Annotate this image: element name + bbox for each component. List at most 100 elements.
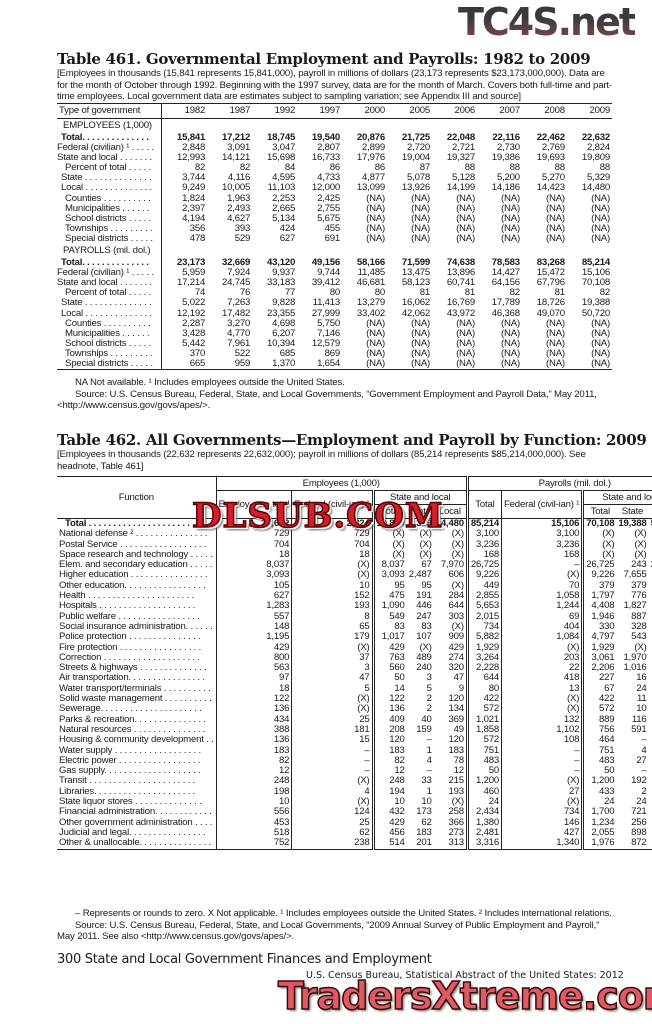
- table-cell: 18,745: [266, 132, 296, 143]
- table-cell: (X): [291, 796, 375, 808]
- table-cell: 9,249: [182, 182, 206, 194]
- table-cell: 3,093: [381, 569, 405, 581]
- column-header-2005: 2005: [387, 103, 433, 119]
- table-cell: 3,270: [227, 317, 251, 329]
- table-row: State liquor stores . . . . . . . . . . …: [57, 796, 652, 808]
- table-cell: (X): [649, 797, 652, 807]
- row-label: Streets & highways . . . . . . . . . . .…: [57, 662, 217, 674]
- table-cell: 5,329: [586, 172, 610, 184]
- table-cell: 165: [649, 725, 652, 735]
- table-cell: 19,693: [536, 152, 565, 164]
- table-cell: (X): [501, 704, 585, 715]
- table-cell: 2,824: [291, 518, 375, 530]
- table-cell: (NA): [501, 222, 520, 234]
- table-cell: 26,482: [649, 559, 652, 570]
- table-cell: 43: [649, 684, 652, 694]
- table-cell: 776: [631, 590, 647, 602]
- table-cell: 87: [419, 162, 431, 174]
- table-cell: 379: [631, 579, 647, 591]
- table-cell: 183: [416, 826, 432, 838]
- table-cell: 179: [291, 631, 375, 643]
- table-cell: –: [291, 745, 375, 756]
- table-cell: 81: [419, 287, 431, 299]
- table-cell: 67,796: [536, 277, 565, 289]
- table-cell: 800: [216, 652, 293, 664]
- table-cell: 120: [389, 734, 405, 746]
- table-cell: 5: [291, 683, 375, 695]
- column-header-2007: 2007: [476, 103, 522, 119]
- publication-credit: U.S. Census Bureau, Statistical Abstract…: [306, 970, 624, 981]
- table-cell: 734: [501, 807, 585, 818]
- table-cell: 12,000: [311, 182, 341, 194]
- table-cell: 763: [389, 651, 405, 663]
- section-header-row: EMPLOYEES (1,000): [57, 118, 612, 134]
- table-cell: 2,755: [317, 202, 341, 214]
- table-cell: (NA): [546, 347, 565, 359]
- empty-cell: [207, 119, 252, 134]
- table-cell: 4,194: [182, 212, 206, 224]
- table-row: Percent of total . . . . . 74 76 77 80 80 81 81…: [57, 287, 612, 299]
- table-row: Local . . . . . . . . . . . . . . 12,192 1…: [57, 308, 612, 319]
- row-label: Natural resources . . . . . . . . . . . …: [57, 724, 217, 736]
- table-cell: 132: [501, 714, 585, 725]
- row-label: Townships . . . . . . . . .: [57, 223, 162, 234]
- table-cell: (X): [419, 641, 432, 653]
- table-cell: 71,599: [401, 257, 431, 269]
- table-cell: 404: [501, 621, 585, 633]
- table-row: State . . . . . . . . . . . . . . 5,022 7,…: [57, 297, 612, 309]
- table-cell: 13,896: [446, 267, 475, 279]
- empty-cell: [162, 119, 208, 134]
- table-row: Libraries. . . . . . . . . . . . . . . .…: [57, 786, 652, 798]
- table-cell: 273: [433, 827, 469, 839]
- table-cell: (NA): [591, 222, 610, 234]
- table-cell: (NA): [501, 357, 520, 369]
- empty-cell: [567, 119, 612, 134]
- table-cell: 13,926: [401, 182, 431, 194]
- table-cell: 7,263: [227, 297, 251, 309]
- table-cell: 14: [394, 682, 405, 694]
- table-cell: 2,206: [591, 662, 615, 674]
- table-cell: 1,200: [467, 776, 503, 787]
- table-cell: 429: [216, 642, 293, 653]
- row-label: Space research and technology . . . . .: [57, 549, 217, 561]
- table-cell: 1,283: [216, 601, 293, 612]
- table-cell: 429: [389, 641, 405, 653]
- table-cell: 26,725: [467, 559, 503, 571]
- row-label: Social insurance administration. . . . .…: [57, 621, 217, 633]
- table-cell: 644: [467, 673, 503, 684]
- table-cell: 4,595: [272, 172, 296, 184]
- table-cell: 24: [636, 796, 647, 808]
- table-cell: 456: [389, 826, 405, 838]
- table-row: Sewerage. . . . . . . . . . . . . . . . …: [57, 703, 652, 715]
- table-cell: 148: [216, 621, 293, 633]
- table-cell: 4,770: [227, 327, 251, 339]
- table-cell: (NA): [546, 317, 565, 329]
- table-cell: 478: [189, 232, 206, 244]
- row-label: State liquor stores . . . . . . . . . . …: [57, 796, 217, 808]
- table-cell: 2,253: [272, 192, 296, 204]
- table-cell: 4,116: [227, 172, 251, 184]
- table-cell: 17,212: [221, 132, 251, 143]
- table-cell: 83: [394, 620, 405, 632]
- table-cell: 556: [216, 807, 293, 818]
- table-cell: 432: [389, 806, 405, 818]
- table-cell: (NA): [411, 317, 431, 329]
- table-cell: 3,091: [227, 142, 251, 154]
- table-cell: 460: [467, 786, 503, 798]
- table-cell: 18: [291, 549, 375, 561]
- column-header-2006: 2006: [432, 103, 477, 119]
- row-label: Hospitals . . . . . . . . . . . . . . . …: [57, 601, 217, 612]
- table-cell: 1,244: [501, 601, 585, 612]
- table-cell: (NA): [591, 347, 610, 359]
- table-cell: (X): [291, 776, 375, 787]
- table-row: Correction . . . . . . . . . . . . . . .…: [57, 651, 652, 664]
- table-cell: 136: [389, 703, 405, 715]
- table-cell: (X): [501, 642, 585, 653]
- table-cell: 3: [426, 672, 432, 684]
- table-cell: 83: [421, 620, 432, 632]
- column-header-1997: 1997: [297, 103, 343, 119]
- table-cell: (NA): [501, 232, 520, 244]
- table-row: Social insurance administration. . . . .…: [57, 620, 652, 633]
- row-label: State . . . . . . . . . . . . . .: [57, 298, 162, 309]
- table-cell: 665: [189, 357, 206, 369]
